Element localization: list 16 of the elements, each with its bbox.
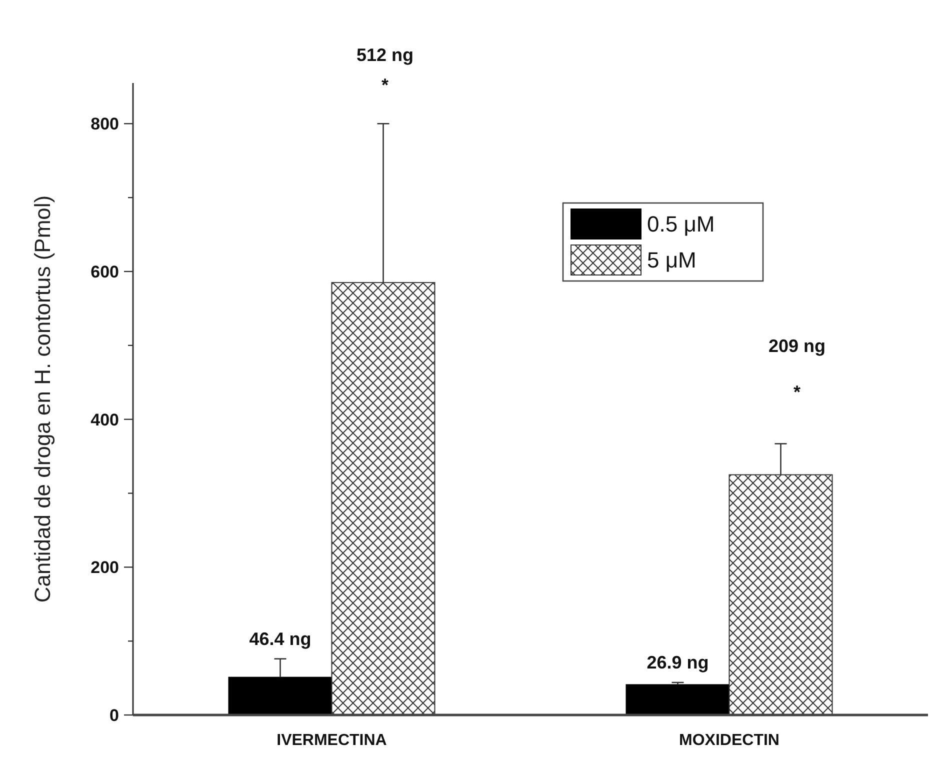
legend-label: 5 μM (647, 248, 696, 273)
legend-label: 0.5 μM (647, 212, 715, 237)
annotation: 26.9 ng (646, 652, 709, 672)
x-tick-label: MOXIDECTIN (679, 732, 780, 749)
annotation: 46.4 ng (249, 628, 312, 649)
y-tick-label: 0 (110, 706, 119, 725)
y-axis-title: Cantidad de droga en H. contortus (Pmol) (30, 195, 55, 603)
annotation: * (381, 75, 389, 95)
annotation: * (793, 382, 801, 402)
annotation: 209 ng (768, 336, 826, 356)
x-tick-label: IVERMECTINA (276, 732, 388, 749)
y-tick-label: 400 (90, 410, 119, 430)
y-tick-label: 600 (90, 262, 119, 282)
y-tick-label: 200 (90, 558, 119, 578)
y-tick-label: 800 (90, 114, 119, 134)
text: 512 ng (356, 45, 414, 65)
